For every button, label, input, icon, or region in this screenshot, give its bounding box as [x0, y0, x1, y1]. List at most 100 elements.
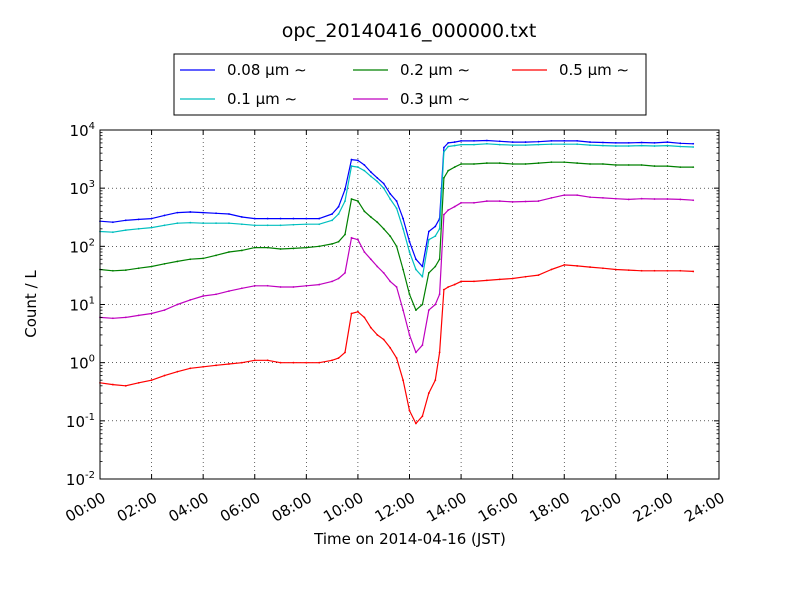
data-point [228, 290, 230, 292]
data-point [376, 177, 379, 179]
series-group [99, 161, 695, 312]
data-point [653, 142, 656, 144]
data-point [447, 286, 450, 288]
y-axis-label: Count / L [22, 270, 40, 338]
series-line [99, 194, 694, 353]
data-point [692, 166, 695, 169]
data-point [576, 162, 579, 164]
data-point [563, 194, 566, 196]
data-point [363, 169, 366, 172]
data-point [266, 284, 269, 287]
y-tick-label: 100 [70, 354, 95, 373]
data-point [640, 164, 643, 166]
data-point [331, 359, 334, 362]
y-tick-exponent: 0 [89, 354, 95, 365]
data-point [202, 257, 205, 260]
y-tick-base: 10 [66, 471, 85, 489]
data-point [421, 303, 424, 306]
data-point [442, 146, 445, 149]
data-point [511, 277, 514, 280]
legend: 0.08 μm ∼ 0.1 μm ∼ 0.2 μm ∼ 0.3 μm ∼ 0.5 μm … [173, 53, 647, 116]
data-point [266, 359, 269, 362]
data-point [627, 269, 630, 272]
data-point [376, 180, 379, 183]
data-point [550, 268, 553, 271]
tick-layer [99, 129, 720, 480]
data-point [331, 213, 334, 215]
data-point [427, 309, 430, 312]
data-point [124, 269, 127, 272]
data-point [389, 192, 392, 195]
data-point [124, 384, 127, 387]
data-point [438, 258, 441, 261]
data-point [453, 144, 456, 147]
data-point [240, 249, 243, 252]
data-point [382, 338, 385, 341]
data-point [318, 217, 321, 220]
data-point [163, 262, 166, 265]
data-point [189, 211, 192, 213]
legend-box [173, 53, 647, 116]
data-point [228, 251, 230, 253]
data-point [666, 141, 669, 143]
data-point [679, 198, 682, 201]
y-tick-exponent: 2 [89, 237, 95, 248]
data-point [415, 258, 417, 261]
data-point [563, 161, 566, 164]
data-point [402, 268, 404, 271]
data-point [395, 357, 398, 359]
data-point [111, 231, 114, 234]
data-point [498, 143, 501, 146]
data-point [602, 197, 604, 199]
legend-label: 0.3 μm ∼ [400, 90, 470, 108]
data-point [447, 145, 450, 148]
data-point [111, 383, 114, 386]
data-point [602, 141, 604, 144]
data-point [279, 286, 282, 288]
y-tick-label: 101 [70, 296, 95, 315]
legend-label: 0.1 μm ∼ [227, 90, 297, 108]
legend-item: 0.1 μm ∼ [180, 90, 297, 108]
data-point [485, 142, 488, 145]
data-point [438, 293, 441, 296]
data-point [357, 310, 359, 313]
data-point [389, 198, 392, 200]
data-point [292, 223, 295, 226]
data-point [266, 224, 269, 227]
data-point [537, 143, 540, 146]
data-point [408, 409, 411, 412]
data-point [176, 222, 179, 225]
data-point [434, 225, 437, 228]
y-tick-exponent: 3 [89, 179, 95, 190]
data-point [240, 216, 243, 218]
data-point [253, 246, 256, 249]
data-point [576, 143, 579, 146]
data-point [627, 145, 630, 147]
data-point [363, 164, 366, 166]
data-point [427, 238, 430, 241]
legend-item: 0.2 μm ∼ [353, 61, 470, 79]
data-point [498, 162, 501, 164]
y-tick-exponent: 4 [89, 121, 95, 132]
data-point [434, 303, 437, 306]
data-point [442, 288, 445, 291]
data-point [382, 182, 385, 185]
data-point [292, 361, 295, 364]
legend-item: 0.3 μm ∼ [353, 90, 470, 108]
data-point [421, 344, 424, 347]
data-point [589, 144, 591, 147]
data-point [202, 222, 205, 225]
data-point [550, 143, 553, 146]
data-point [389, 346, 392, 349]
y-tick-exponent: -2 [85, 470, 95, 481]
data-point [150, 379, 153, 382]
data-point [692, 199, 695, 202]
data-point [240, 223, 243, 226]
data-point [369, 258, 372, 261]
data-point [692, 270, 695, 273]
data-point [614, 142, 617, 144]
data-point [279, 217, 282, 220]
data-point [421, 275, 424, 278]
